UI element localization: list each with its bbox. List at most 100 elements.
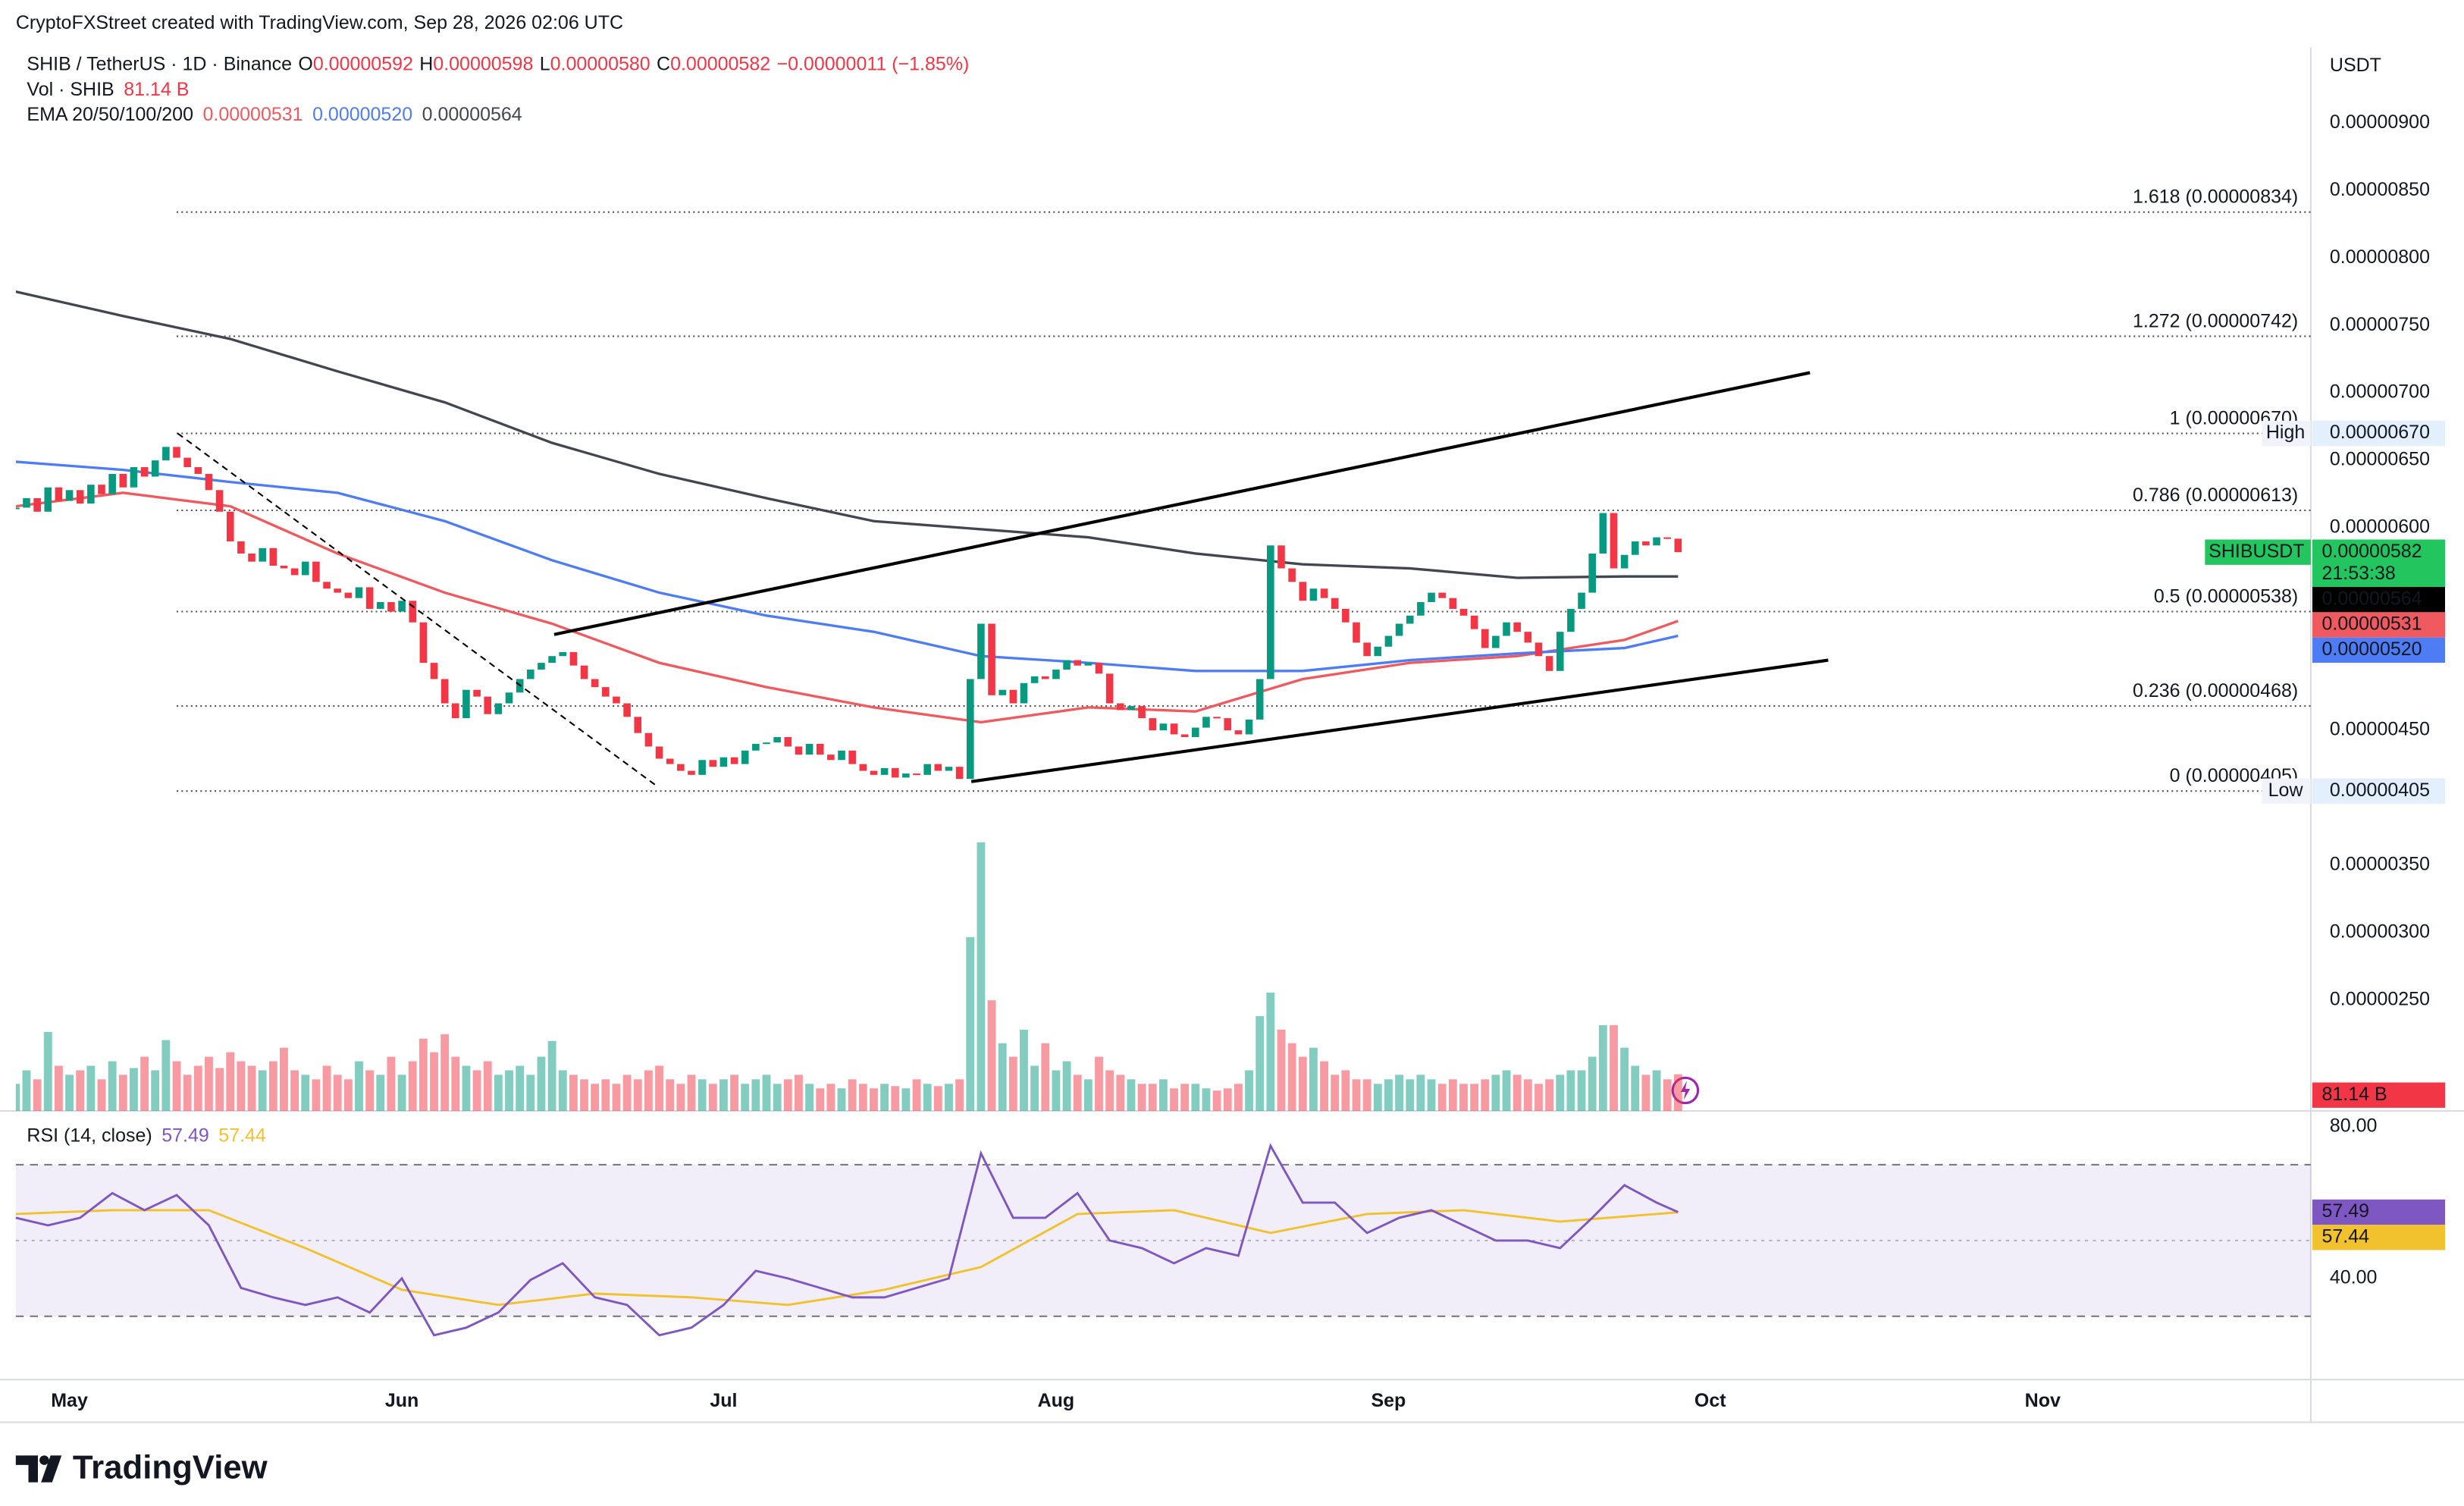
volume-bar <box>612 1084 621 1112</box>
candle <box>966 679 974 780</box>
candle <box>719 757 728 767</box>
volume-bar <box>676 1084 685 1112</box>
candle <box>977 623 985 679</box>
candle <box>1041 676 1049 679</box>
hl-value: 0.00000405 <box>2330 780 2430 801</box>
candle <box>548 656 556 664</box>
candle <box>859 764 867 771</box>
volume-bar <box>1137 1084 1146 1112</box>
volume-bar <box>247 1065 256 1112</box>
volume-bar <box>591 1084 600 1112</box>
change: −0.00000011 (−1.85%) <box>776 53 969 74</box>
brand-name: TradingView <box>73 1449 268 1486</box>
volume-bar <box>837 1088 846 1112</box>
volume-bar <box>183 1075 192 1112</box>
volume-bar <box>172 1061 181 1112</box>
candle <box>838 750 845 761</box>
volume-bar <box>140 1056 149 1112</box>
candle <box>1363 642 1371 657</box>
volume-bar <box>1362 1079 1372 1112</box>
candle <box>527 670 534 679</box>
volume-bar <box>1083 1079 1092 1112</box>
volume-bar <box>451 1056 460 1112</box>
candle <box>87 485 95 504</box>
volume-bar <box>526 1075 535 1112</box>
volume-bar <box>977 842 986 1112</box>
hl-value-tag <box>2312 420 2445 447</box>
volume-bar <box>655 1065 663 1112</box>
hl-value-tag <box>2312 778 2445 804</box>
trendline <box>553 371 1810 636</box>
volume-bar <box>1008 1056 1017 1112</box>
candle <box>1084 663 1092 666</box>
candle <box>1492 635 1500 648</box>
candle <box>1213 717 1221 719</box>
candle <box>1438 592 1446 598</box>
candle <box>462 689 470 719</box>
volume-bar <box>762 1075 771 1112</box>
volume-bar <box>848 1079 857 1112</box>
volume-bar <box>1212 1090 1221 1112</box>
rsi-legend-value: 57.44 <box>218 1125 266 1146</box>
volume-bar <box>54 1065 63 1112</box>
ohlc-key: C <box>657 53 670 74</box>
volume-bar <box>1148 1084 1157 1112</box>
volume-bar <box>408 1061 417 1112</box>
candle <box>484 696 492 714</box>
volume-bar <box>1223 1088 1232 1112</box>
price-badge <box>2312 637 2445 664</box>
volume-bar <box>1116 1075 1125 1112</box>
volume-bar <box>955 1079 964 1112</box>
volume-bar <box>708 1084 717 1112</box>
ohlc-value: 0.00000580 <box>550 53 650 74</box>
candle <box>1578 592 1585 609</box>
candle <box>323 582 331 589</box>
candle <box>1481 629 1489 648</box>
candle <box>1138 706 1146 719</box>
candle <box>130 467 138 488</box>
volume-bar <box>237 1061 246 1112</box>
volume-bar <box>537 1056 546 1112</box>
volume-bar <box>1287 1043 1296 1112</box>
volume-bar <box>622 1075 632 1112</box>
candle <box>259 547 266 562</box>
candle <box>1459 608 1468 616</box>
volume-bar <box>15 1084 20 1112</box>
volume-bar <box>1341 1070 1350 1112</box>
volume-bar <box>440 1034 450 1112</box>
candle <box>1170 723 1178 735</box>
volume-bar <box>1320 1061 1328 1112</box>
price-badge-label: 0.00000520 <box>2322 638 2422 660</box>
volume-bar <box>1545 1079 1554 1112</box>
candle <box>1663 537 1671 539</box>
candle <box>494 703 503 714</box>
volume-bar <box>1256 1015 1265 1112</box>
candle <box>1674 538 1682 553</box>
candle <box>538 663 545 670</box>
price-badge <box>2312 587 2445 613</box>
volume-bar <box>719 1079 728 1112</box>
candle <box>1095 663 1103 674</box>
price-badge <box>2312 612 2445 638</box>
volume-bar <box>1245 1070 1253 1112</box>
candle <box>752 743 760 751</box>
candle <box>237 541 245 554</box>
volume-bar <box>1470 1084 1479 1112</box>
volume-bar <box>1202 1088 1211 1112</box>
fib-label: 1.272 (0.00000742) <box>2133 310 2298 331</box>
candle <box>1052 670 1060 679</box>
candle <box>1234 730 1243 735</box>
volume-bar <box>826 1084 835 1112</box>
candle <box>773 737 781 743</box>
volume-bar <box>343 1079 353 1112</box>
symbol-badge-label: SHIBUSDT <box>2209 541 2304 562</box>
candle <box>440 679 449 704</box>
volume-bar <box>1105 1070 1114 1112</box>
volume-bar <box>966 937 975 1112</box>
candle <box>870 770 878 775</box>
volume-bar <box>1352 1079 1361 1112</box>
y-tick-label: 0.00000700 <box>2330 381 2430 403</box>
volume-bar <box>858 1084 867 1112</box>
volume-bar <box>901 1088 911 1112</box>
candle <box>827 755 835 761</box>
